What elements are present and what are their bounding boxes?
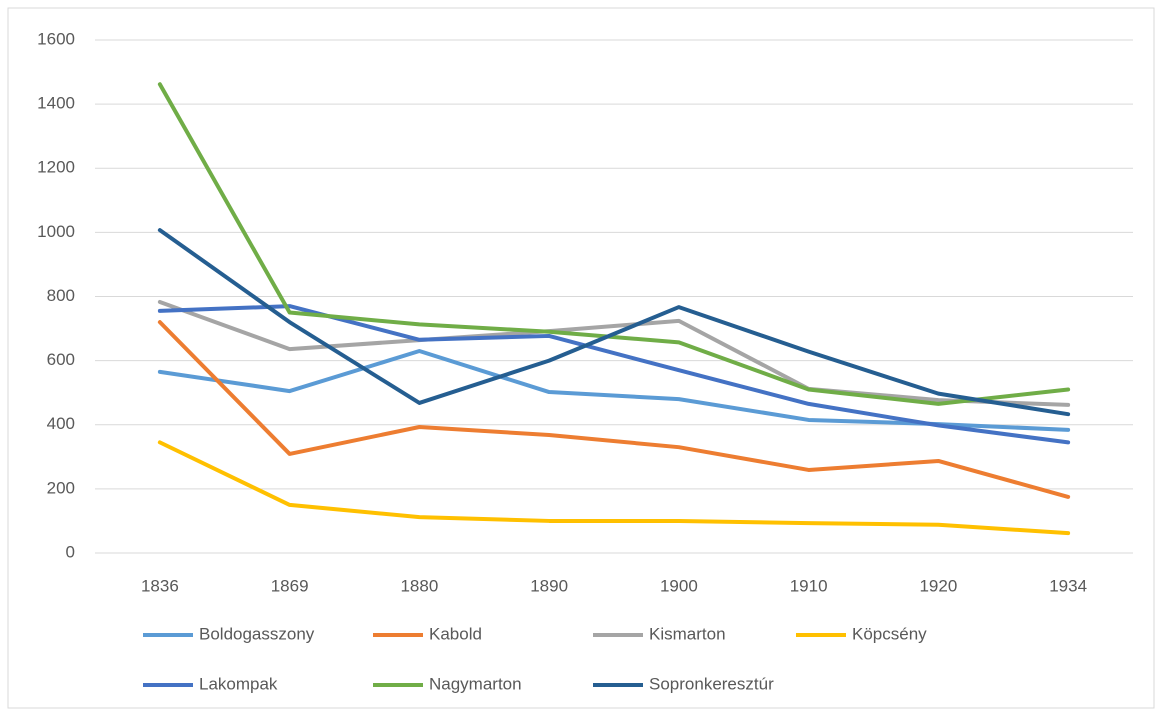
series-line — [157, 320, 1071, 499]
series-line — [157, 440, 1071, 536]
legend-label: Sopronkeresztúr — [649, 674, 774, 693]
legend-label: Boldogasszony — [199, 624, 315, 643]
x-tick-label: 1836 — [141, 576, 179, 595]
x-tick-label: 1869 — [271, 576, 309, 595]
x-tick-label: 1934 — [1049, 576, 1087, 595]
y-tick-label: 1400 — [37, 94, 75, 113]
legend-label: Köpcsény — [852, 624, 927, 643]
legend-label: Nagymarton — [429, 674, 522, 693]
x-tick-label: 1920 — [919, 576, 957, 595]
series-line — [157, 299, 1071, 407]
legend-label: Lakompak — [199, 674, 278, 693]
y-tick-label: 400 — [47, 414, 75, 433]
y-tick-label: 600 — [47, 350, 75, 369]
y-tick-label: 1200 — [37, 158, 75, 177]
x-tick-label: 1880 — [400, 576, 438, 595]
x-tick-label: 1900 — [660, 576, 698, 595]
series-line — [157, 304, 1071, 445]
x-tick-label: 1890 — [530, 576, 568, 595]
legend-label: Kismarton — [649, 624, 726, 643]
series-line — [157, 82, 1071, 406]
y-tick-label: 800 — [47, 286, 75, 305]
series-line — [157, 228, 1071, 417]
y-tick-label: 1600 — [37, 29, 75, 48]
chart-frame — [7, 7, 1155, 709]
y-tick-label: 1000 — [37, 222, 75, 241]
y-tick-label: 200 — [47, 478, 75, 497]
y-tick-label: 0 — [66, 542, 75, 561]
x-tick-label: 1910 — [790, 576, 828, 595]
legend-label: Kabold — [429, 624, 482, 643]
